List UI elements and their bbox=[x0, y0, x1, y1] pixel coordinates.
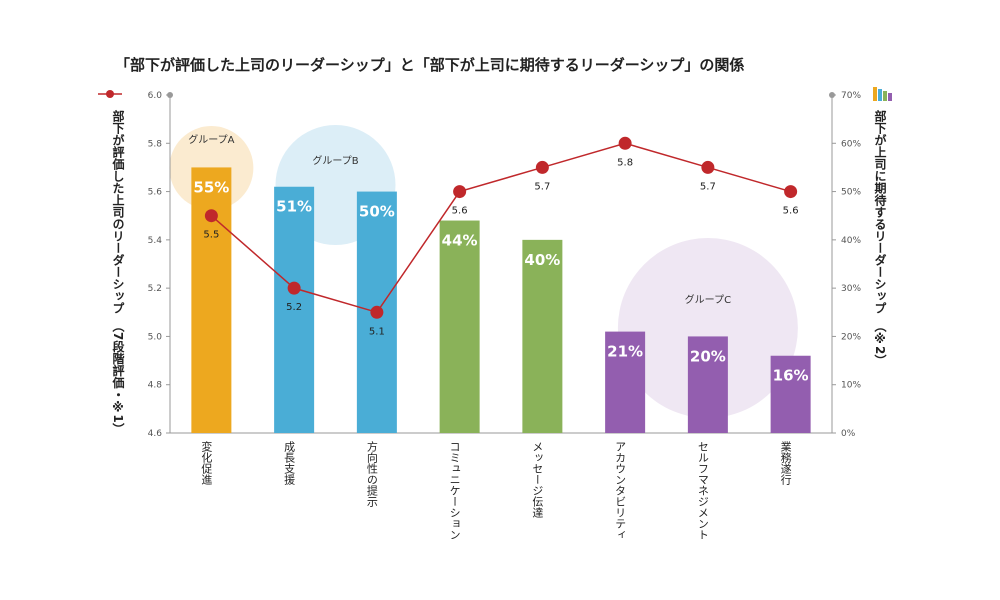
right-axis-title: 部下が上司に期待するリーダーシップ （※2） bbox=[873, 110, 887, 367]
legend-bar-icon bbox=[888, 93, 892, 101]
bar-label-2: 51% bbox=[276, 198, 312, 216]
left-tick-label: 5.2 bbox=[148, 284, 162, 294]
line-point-2 bbox=[287, 281, 301, 295]
line-label-2: 5.2 bbox=[286, 302, 302, 313]
right-tick-label: 0% bbox=[841, 429, 856, 439]
right-tick-label: 50% bbox=[841, 188, 861, 198]
bar-label-4: 44% bbox=[442, 232, 478, 250]
right-tick-label: 60% bbox=[841, 139, 861, 149]
line-label-4: 5.6 bbox=[452, 206, 468, 217]
legend-bar-icon bbox=[873, 87, 877, 101]
legend-bar-icon bbox=[883, 91, 887, 101]
bar-label-8: 16% bbox=[773, 367, 809, 385]
category-label-8: 業務遂行 bbox=[779, 441, 792, 486]
category-label-1: 変化促進 bbox=[200, 440, 213, 485]
group-label-b: グループB bbox=[312, 154, 358, 167]
bar-label-7: 20% bbox=[690, 347, 726, 365]
bar-1 bbox=[191, 167, 232, 433]
line-label-5: 5.7 bbox=[534, 181, 550, 192]
left-tick-label: 5.0 bbox=[148, 332, 163, 342]
category-label-6: アカウンタビリティ bbox=[614, 441, 627, 540]
group-bubble-c bbox=[617, 238, 798, 418]
group-label-a: グループA bbox=[188, 133, 234, 146]
line-label-7: 5.7 bbox=[700, 181, 716, 192]
category-label-7: セルフマネジメント bbox=[696, 441, 709, 540]
right-tick-label: 20% bbox=[841, 332, 861, 342]
line-series bbox=[210, 142, 791, 314]
left-tick-label: 5.8 bbox=[148, 139, 163, 149]
right-tick-label: 10% bbox=[841, 381, 861, 391]
left-axis-title: 部下が評価した上司のリーダーシップ （7段階評価・※1） bbox=[111, 110, 125, 435]
category-label-4: コミュニケーション bbox=[448, 441, 461, 540]
legend-line-marker-icon bbox=[106, 90, 114, 98]
category-label-2: 成長支援 bbox=[283, 441, 296, 486]
line-label-1: 5.5 bbox=[203, 230, 219, 241]
left-tick-label: 6.0 bbox=[148, 91, 163, 101]
left-tick-label: 5.4 bbox=[148, 236, 163, 246]
line-point-4 bbox=[453, 185, 467, 199]
bar-2 bbox=[274, 186, 315, 433]
bar-label-3: 50% bbox=[359, 203, 395, 221]
bar-5 bbox=[522, 239, 563, 433]
bar-8 bbox=[770, 355, 811, 433]
chart-title: 「部下が評価した上司のリーダーシップ」と「部下が上司に期待するリーダーシップ」の… bbox=[115, 56, 745, 74]
line-point-8 bbox=[784, 185, 798, 199]
bar-6 bbox=[605, 331, 646, 433]
left-tick-label: 4.6 bbox=[148, 429, 163, 439]
right-tick-label: 30% bbox=[841, 284, 861, 294]
line-point-3 bbox=[370, 305, 384, 319]
legend-bar-icon bbox=[878, 89, 882, 101]
line-point-7 bbox=[701, 160, 715, 174]
category-label-5: メッセージ伝達 bbox=[531, 441, 544, 518]
line-label-8: 5.6 bbox=[783, 206, 799, 217]
left-tick-label: 5.6 bbox=[148, 188, 163, 198]
group-label-c: グループC bbox=[685, 293, 731, 306]
line-point-6 bbox=[618, 136, 632, 150]
category-label-3: 方向性の提示 bbox=[365, 440, 378, 507]
right-tick-label: 40% bbox=[841, 236, 861, 246]
bar-4 bbox=[439, 220, 480, 433]
bar-label-5: 40% bbox=[524, 251, 560, 269]
left-tick-label: 4.8 bbox=[148, 381, 163, 391]
line-label-6: 5.8 bbox=[617, 157, 633, 168]
bar-label-1: 55% bbox=[193, 178, 229, 196]
bar-7 bbox=[687, 336, 728, 433]
line-point-1 bbox=[204, 209, 218, 223]
right-tick-label: 70% bbox=[841, 91, 861, 101]
line-point-5 bbox=[535, 160, 549, 174]
line-label-3: 5.1 bbox=[369, 326, 385, 337]
bar-label-6: 21% bbox=[607, 343, 643, 361]
